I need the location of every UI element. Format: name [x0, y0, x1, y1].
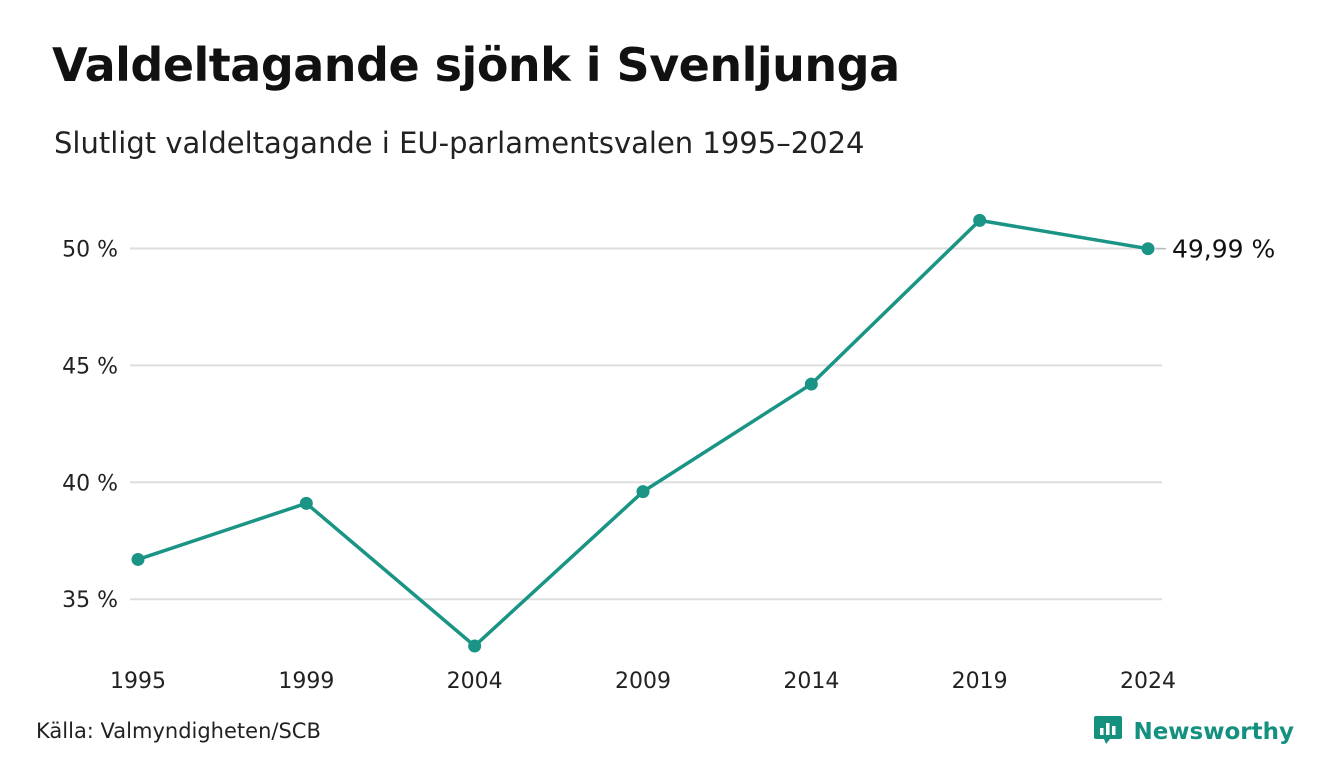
gridlines — [130, 247, 1162, 601]
chart-title: Valdeltagande sjönk i Svenljunga — [52, 38, 900, 92]
x-tick-label: 2009 — [615, 669, 671, 694]
brand-name: Newsworthy — [1133, 719, 1294, 745]
data-point — [131, 552, 145, 566]
y-tick-label: 45 % — [62, 354, 118, 379]
x-axis-tick-labels: 1995 1999 2004 2009 2014 2019 2024 — [110, 669, 1176, 694]
series-line-group — [136, 218, 1150, 648]
chart-subtitle: Slutligt valdeltagande i EU-parlamentsva… — [54, 126, 865, 160]
y-tick-label: 35 % — [62, 588, 118, 613]
end-label-group: 49,99 % — [1156, 235, 1275, 264]
data-point — [804, 377, 818, 391]
source-note: Källa: Valmyndigheten/SCB — [36, 719, 321, 743]
data-point — [636, 485, 650, 499]
brand-logo: Newsworthy — [1093, 714, 1294, 750]
data-point — [1141, 242, 1155, 256]
end-value-label: 49,99 % — [1172, 235, 1275, 264]
x-tick-label: 1995 — [110, 669, 166, 694]
bar-chart-speech-bubble-icon — [1093, 714, 1123, 750]
x-tick-label: 2024 — [1120, 669, 1176, 694]
x-tick-label: 2004 — [447, 669, 503, 694]
series-line — [136, 218, 1150, 648]
x-tick-label: 2014 — [783, 669, 839, 694]
data-points — [131, 213, 1155, 653]
y-axis-tick-labels: 35 % 40 % 45 % 50 % — [62, 237, 118, 613]
y-tick-label: 40 % — [62, 471, 118, 496]
data-point — [468, 639, 482, 653]
data-point — [299, 496, 313, 510]
x-tick-label: 1999 — [278, 669, 334, 694]
y-tick-label: 50 % — [62, 237, 118, 262]
data-point — [973, 213, 987, 227]
x-tick-label: 2019 — [952, 669, 1008, 694]
